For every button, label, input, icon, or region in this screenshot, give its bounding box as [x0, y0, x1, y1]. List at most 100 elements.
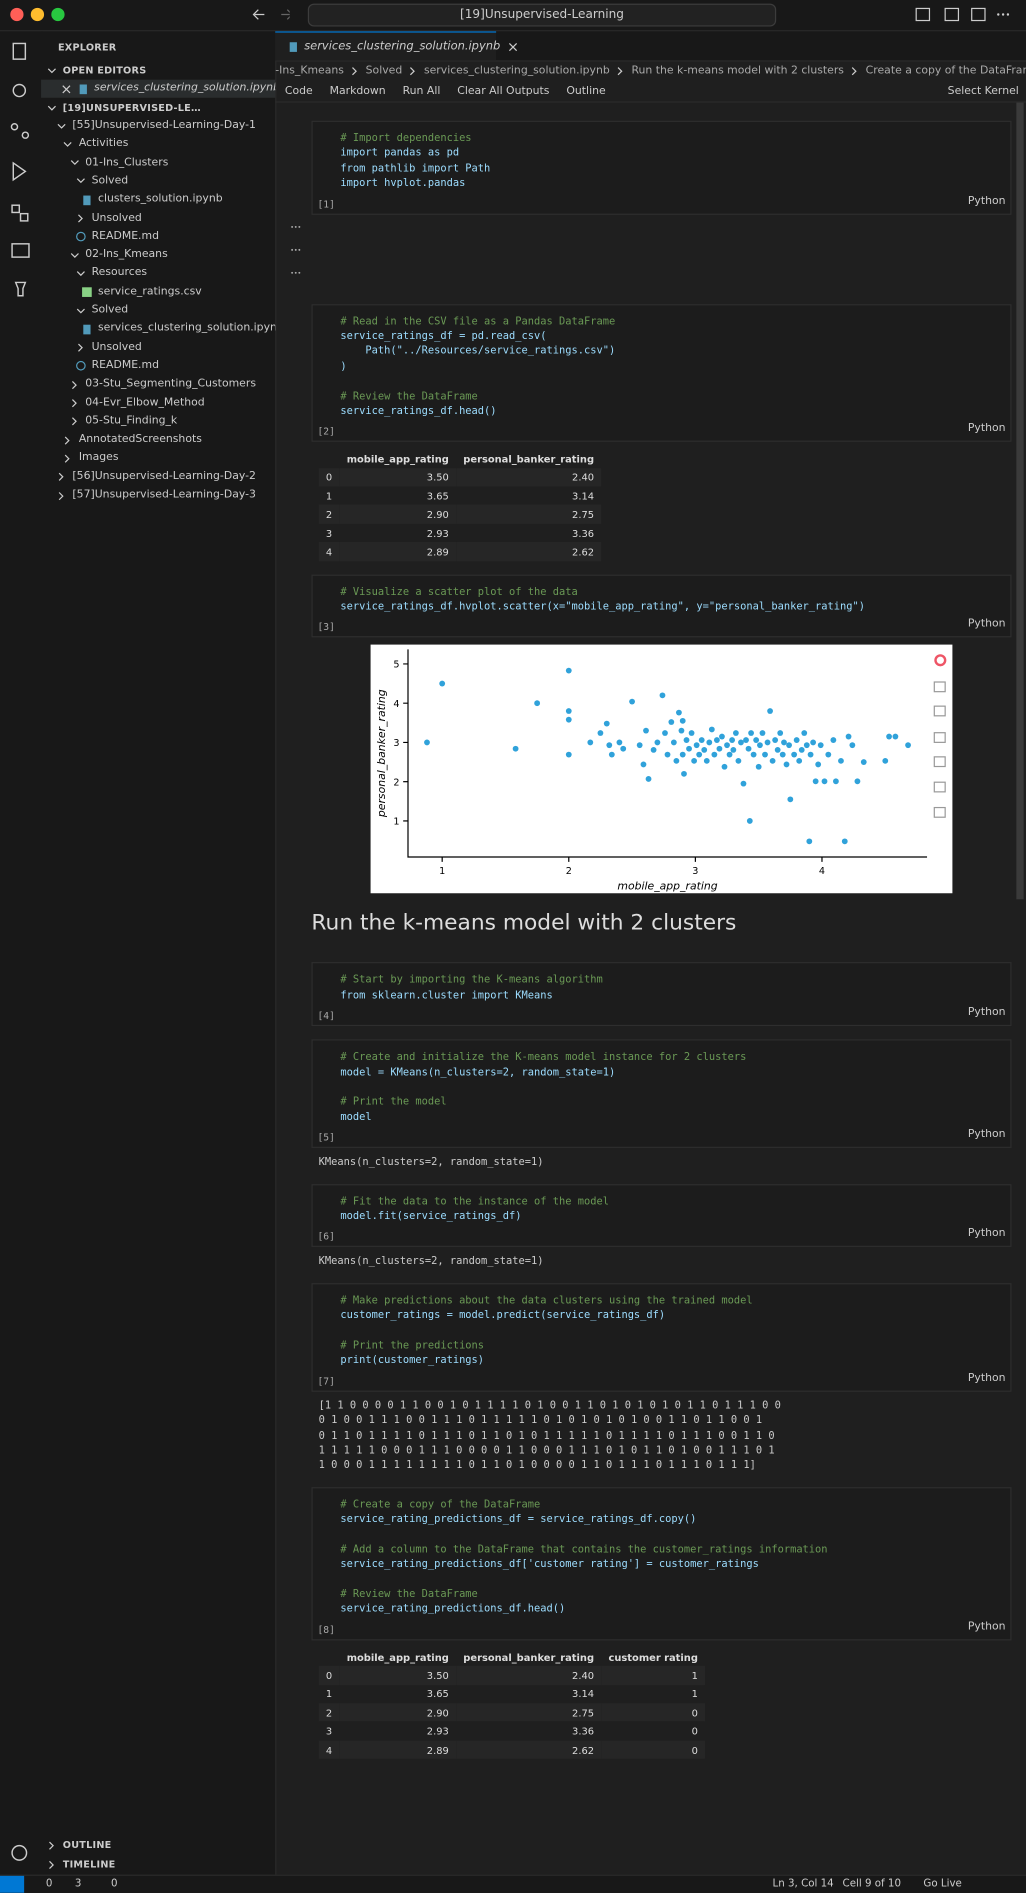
- point: [703, 758, 710, 765]
- toolbar-button[interactable]: Clear All Outputs: [457, 85, 550, 98]
- cell-language[interactable]: Python: [967, 1228, 1006, 1241]
- activity-icons[interactable]: [0, 31, 41, 1874]
- tree-label: [56]Unsupervised-Learning-Day-2: [72, 470, 256, 483]
- cell-language[interactable]: Python: [967, 618, 1006, 631]
- toolbar-button[interactable]: Run All: [402, 85, 441, 98]
- tree-row[interactable]: Activities: [41, 136, 275, 154]
- point: [686, 746, 692, 753]
- cell-indicator[interactable]: Cell 9 of 10: [842, 1878, 902, 1891]
- tree-row[interactable]: OPEN EDITORS: [41, 62, 275, 80]
- code-cell[interactable]: # Create a copy of the DataFrame service_…: [311, 1486, 1012, 1641]
- code-cell[interactable]: # Read in the CSV file as a Pandas DataF…: [311, 303, 1012, 443]
- scatter-chart: 1 2 3 4 1 2 3 4 5 mobile_app_rating personal_banke…: [375, 649, 947, 893]
- breadcrumb[interactable]: services_clustering_solution.ipynb: [423, 65, 610, 78]
- code-cell[interactable]: # Start by importing the K-means algorit…: [311, 962, 1012, 1027]
- code-line: service_ratings_df.hvplot.scatter(x="mob…: [340, 601, 866, 614]
- tree-row[interactable]: README.md: [41, 357, 275, 375]
- y-tick-label: 4: [393, 699, 399, 710]
- index-header: [319, 449, 340, 468]
- tree-row[interactable]: Images: [41, 450, 275, 468]
- tree-row[interactable]: [19]UNSUPERVISED-LEARNING: [41, 99, 203, 117]
- table-row: 3 2.93 3.36: [319, 524, 602, 543]
- tool: [933, 706, 946, 717]
- go-live[interactable]: Go Live: [923, 1878, 962, 1891]
- table-cell: 2.93: [426, 1725, 449, 1738]
- kernel-picker[interactable]: Select Kernel: [947, 85, 1019, 98]
- point: [740, 781, 747, 788]
- command-center[interactable]: [19]Unsupervised-Learning: [307, 3, 777, 27]
- collapsed-outputs[interactable]: [290, 222, 304, 291]
- execution-count: [4]: [317, 1010, 335, 1022]
- tree-row[interactable]: Solved: [41, 172, 275, 190]
- toolbar-button[interactable]: Outline: [566, 85, 606, 98]
- y-tick-label: 3: [393, 739, 399, 750]
- title-bar: [19]Unsupervised-Learning: [0, 0, 1026, 32]
- tree-row[interactable]: 03-Stu_Segmenting_Customers: [41, 376, 275, 394]
- toolbar-button[interactable]: Markdown: [329, 85, 386, 98]
- tree-row[interactable]: AnnotatedScreenshots: [41, 431, 275, 449]
- plot-tools: [933, 654, 947, 819]
- breadcrumb[interactable]: Create a copy of the DataFrame: [865, 65, 1026, 78]
- port-count[interactable]: 0: [111, 1878, 118, 1891]
- tree-row[interactable]: 04-Evr_Elbow_Method: [41, 394, 275, 412]
- tree-row[interactable]: 02-Ins_Kmeans: [41, 246, 275, 264]
- table-cell: 3.14: [572, 1687, 595, 1700]
- window-controls[interactable]: [0, 0, 290, 30]
- cell: # Create a copy of the DataFrame service_…: [275, 1486, 1014, 1759]
- tree-row[interactable]: service_ratings.csv: [41, 283, 275, 301]
- tree-row[interactable]: Solved: [41, 302, 275, 320]
- tree-row[interactable]: [57]Unsupervised-Learning-Day-3: [41, 486, 275, 504]
- column-header: mobile_app_rating: [346, 452, 449, 465]
- chevron-icon: [65, 436, 71, 445]
- timeline-header: TIMELINE: [62, 1858, 116, 1870]
- tree-row[interactable]: Resources: [41, 265, 275, 283]
- breadcrumb[interactable]: Run the k-means model with 2 clusters: [631, 65, 844, 78]
- dot: [294, 248, 297, 251]
- tree-row[interactable]: OUTLINE: [41, 1836, 275, 1854]
- tree-row[interactable]: Unsolved: [41, 339, 275, 357]
- tree-row[interactable]: services_clustering_solution.ipynb: [41, 79, 276, 98]
- toolbar-button[interactable]: Code: [284, 85, 313, 98]
- cell-language[interactable]: Python: [967, 1620, 1006, 1634]
- tree-label: Unsolved: [91, 341, 142, 354]
- tree-row[interactable]: [55]Unsupervised-Learning-Day-1: [41, 117, 275, 135]
- tree-row[interactable]: 01-Ins_Clusters: [41, 154, 275, 172]
- tab[interactable]: services_clustering_solution.ipynb: [275, 31, 518, 61]
- point: [711, 752, 718, 759]
- chevron: [77, 343, 83, 352]
- explorer-title: EXPLORER: [57, 42, 117, 54]
- cell-language[interactable]: Python: [967, 1128, 1006, 1141]
- layout-controls[interactable]: [911, 6, 1020, 24]
- tree-row[interactable]: TIMELINE: [41, 1855, 275, 1873]
- point: [693, 742, 700, 749]
- breadcrumb[interactable]: Solved: [365, 65, 403, 78]
- point: [886, 734, 892, 740]
- tree-row[interactable]: README.md: [41, 228, 275, 246]
- cell-language[interactable]: Python: [967, 422, 1006, 435]
- tree-row[interactable]: EXPLORER: [41, 39, 275, 57]
- breadcrumb[interactable]: -Ins_Kmeans: [275, 65, 344, 78]
- cell-language[interactable]: Python: [967, 1372, 1006, 1385]
- chevron-icon: [71, 380, 77, 389]
- code-cell[interactable]: # Create and initialize the K-means mode…: [311, 1039, 1012, 1149]
- tree-row[interactable]: services_clustering_solution.ipynb: [41, 320, 275, 338]
- code-cell[interactable]: # Fit the data to the instance of the mo…: [311, 1183, 1012, 1248]
- scrollbar[interactable]: [1016, 102, 1024, 900]
- cell-language[interactable]: Python: [967, 1006, 1006, 1020]
- tree-row[interactable]: Unsolved: [41, 209, 275, 227]
- code-cell[interactable]: # Import dependencies import pandas as pd…: [311, 120, 1012, 215]
- point: [587, 740, 594, 746]
- error-count[interactable]: 0: [45, 1878, 53, 1891]
- code-line: # Import dependencies: [340, 132, 472, 145]
- warning-count[interactable]: 3: [74, 1878, 82, 1891]
- cursor-position[interactable]: Ln 3, Col 14: [772, 1878, 834, 1891]
- tree-row[interactable]: [56]Unsupervised-Learning-Day-2: [41, 468, 275, 486]
- execution-count: [5]: [317, 1132, 335, 1144]
- point: [854, 778, 861, 785]
- cell-language[interactable]: Python: [967, 195, 1006, 208]
- code-cell[interactable]: # Visualize a scatter plot of the data se…: [311, 574, 1012, 638]
- info: [75, 232, 86, 242]
- code-cell[interactable]: # Make predictions about the data cluste…: [311, 1282, 1012, 1392]
- tree-row[interactable]: 05-Stu_Finding_k: [41, 413, 275, 431]
- tree-row[interactable]: clusters_solution.ipynb: [41, 191, 275, 209]
